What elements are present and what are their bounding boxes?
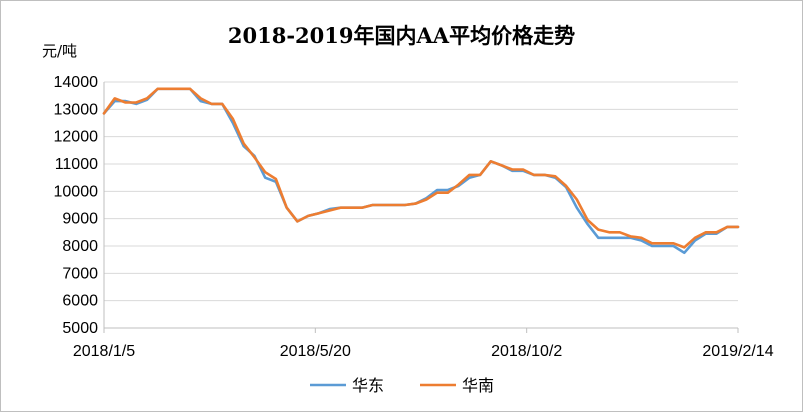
x-tick-label: 2018/1/5 [73,343,135,360]
legend-label: 华东 [352,376,384,395]
y-tick-label: 12000 [54,129,99,146]
chart-title: 2018-2019年国内AA平均价格走势 [227,23,576,48]
y-tick-label: 9000 [62,211,98,228]
y-tick-label: 5000 [62,320,98,337]
y-axis-ticks: 5000 6000 7000 8000 9000 10000 11000 12000 13000… [54,74,99,337]
y-tick-label: 13000 [54,101,99,118]
y-axis-unit-label: 元/吨 [42,42,78,60]
series-line-east-china [102,87,740,255]
series-line-south-china [102,87,740,249]
y-tick-label: 7000 [62,265,98,282]
x-axis: 2018/1/5 2018/5/20 2018/10/2 2019/2/14 [73,327,774,360]
y-tick-label: 8000 [62,238,98,255]
y-tick-label: 6000 [62,293,98,310]
y-tick-label: 11000 [55,156,98,173]
y-tick-label: 10000 [54,183,99,200]
series-lines [102,87,740,255]
x-tick-label: 2018/10/2 [491,343,562,360]
y-tick-label: 14000 [54,74,99,91]
legend: 华东 华南 [310,376,494,395]
x-tick-label: 2018/5/20 [280,343,351,360]
legend-label: 华南 [462,376,494,395]
gridlines [103,81,738,329]
x-tick-label: 2019/2/14 [702,343,773,360]
